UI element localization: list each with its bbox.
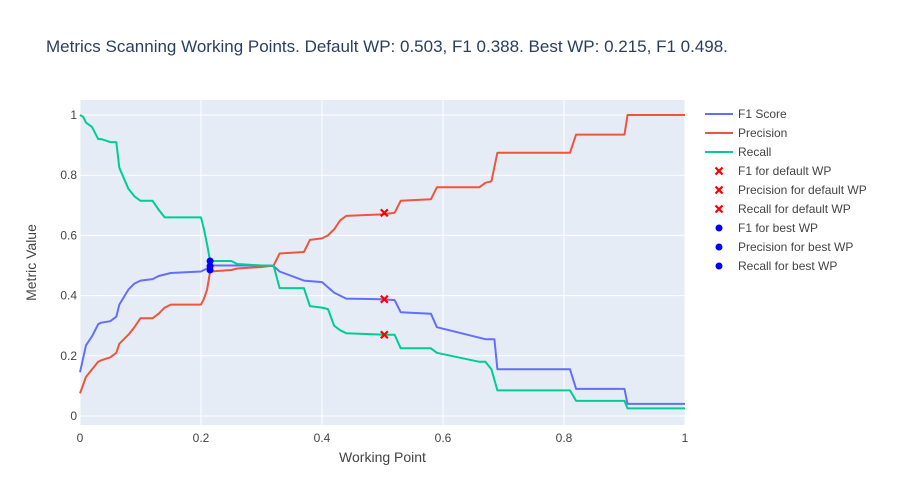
marker-f1-for-default-wp (380, 294, 389, 304)
legend-label: Precision (738, 126, 787, 140)
marker-recall-for-default-wp (380, 330, 389, 340)
legend-item-f1-score: F1 Score (705, 107, 787, 121)
legend-item-precision-for-default-wp: Precision for default WP (714, 183, 867, 197)
legend-label: Precision for default WP (738, 183, 867, 197)
y-tick-label: 0.2 (60, 349, 77, 363)
plot-background (80, 100, 685, 425)
marker-precision-for-default-wp (380, 208, 389, 218)
x-axis-title: Working Point (339, 449, 426, 465)
x-tick-label: 0.4 (314, 431, 331, 445)
x-tick-label: 1 (682, 431, 689, 445)
x-tick-labels: 0 0.2 0.4 0.6 0.8 1 (77, 431, 689, 445)
legend-swatch (715, 243, 723, 251)
marker-recall-for-best-wp (206, 257, 214, 265)
marker-stroke (380, 330, 389, 340)
legend-swatch (715, 262, 723, 270)
x-tick-label: 0.8 (556, 431, 573, 445)
legend: F1 Score Precision Recall F1 for default WP… (705, 107, 867, 273)
legend-label: Precision for best WP (738, 240, 853, 254)
chart-title: Metrics Scanning Working Points. Default… (46, 37, 728, 56)
legend-item-f1-for-best-wp: F1 for best WP (715, 221, 818, 235)
y-tick-label: 0.8 (60, 168, 77, 182)
x-tick-label: 0.6 (435, 431, 452, 445)
legend-item-recall-for-best-wp: Recall for best WP (715, 259, 837, 273)
legend-swatch (715, 224, 723, 232)
marker-layer (206, 208, 389, 340)
legend-label: Recall (738, 145, 771, 159)
x-tick-label: 0 (77, 431, 84, 445)
marker-stroke (380, 208, 389, 218)
legend-item-recall-for-default-wp: Recall for default WP (714, 202, 851, 216)
legend-item-f1-for-default-wp: F1 for default WP (714, 164, 831, 178)
legend-swatch (714, 204, 724, 214)
y-tick-label: 0.6 (60, 228, 77, 242)
y-axis-title: Metric Value (23, 224, 39, 301)
marker-stroke (380, 294, 389, 304)
series-line-recall (79, 114, 685, 410)
legend-item-precision: Precision (705, 126, 787, 140)
legend-label: F1 for default WP (738, 164, 831, 178)
y-tick-label: 0.4 (60, 289, 77, 303)
legend-swatch (714, 185, 724, 195)
x-tick-label: 0.2 (193, 431, 210, 445)
marker-precision-for-best-wp (206, 266, 214, 274)
series-layer (79, 114, 685, 410)
legend-swatch (714, 166, 724, 176)
legend-item-precision-for-best-wp: Precision for best WP (715, 240, 853, 254)
legend-item-recall: Recall (705, 145, 771, 159)
legend-label: Recall for best WP (738, 259, 837, 273)
grid-lines (79, 100, 686, 425)
legend-label: Recall for default WP (738, 202, 851, 216)
legend-label: F1 Score (738, 107, 787, 121)
legend-label: F1 for best WP (738, 221, 818, 235)
y-tick-labels: 0 0.2 0.4 0.6 0.8 1 (60, 108, 77, 423)
y-tick-label: 1 (70, 108, 77, 122)
y-tick-label: 0 (70, 409, 77, 423)
